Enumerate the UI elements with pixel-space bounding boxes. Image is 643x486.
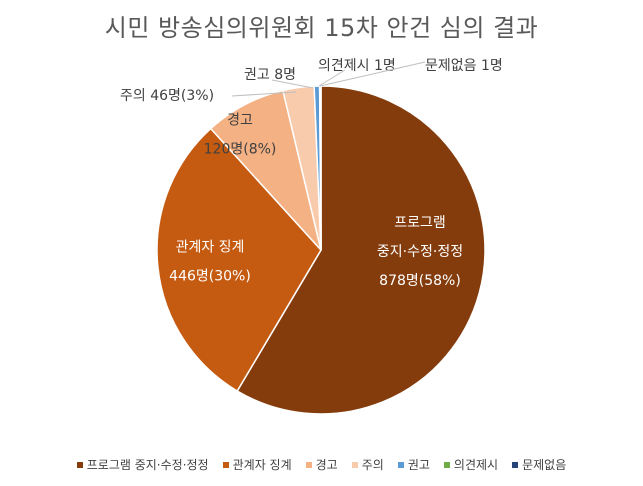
slice-label-7: 문제없음 1명: [425, 58, 503, 74]
leader-line-6: [318, 69, 346, 87]
legend-swatch: [397, 461, 404, 468]
legend-swatch: [222, 461, 229, 468]
slice-label-3-line-1: 경고: [227, 113, 253, 129]
slice-label-2-line-1: 관계자 징계: [176, 240, 245, 256]
leader-line-4: [231, 91, 297, 97]
pie-slice-1: [236, 85, 486, 415]
slice-label-1-line-2: 중지·수정·정정: [377, 244, 463, 260]
slice-label-4: 주의 46명(3%): [120, 88, 214, 104]
legend-item-4: 주의: [351, 456, 384, 473]
slice-label-1-line-1: 프로그램: [394, 215, 446, 231]
legend-label: 문제없음: [522, 458, 567, 472]
legend-item-2: 관계자 징계: [222, 456, 292, 473]
chart-legend: 프로그램 중지·수정·정정 관계자 징계 경고 주의 권고 의견제시 문제없음: [0, 456, 643, 473]
legend-swatch: [512, 461, 519, 468]
leader-line-7: [319, 61, 426, 87]
legend-swatch: [76, 461, 83, 468]
legend-item-5: 권고: [397, 456, 430, 473]
legend-label: 경고: [315, 458, 338, 472]
legend-item-1: 프로그램 중지·수정·정정: [76, 456, 209, 473]
legend-label: 주의: [361, 458, 384, 472]
legend-swatch: [443, 461, 450, 468]
chart-title: 시민 방송심의위원회 15차 안건 심의 결과: [104, 14, 539, 42]
slice-label-2-line-2: 446명(30%): [169, 269, 251, 285]
slice-label-5: 권고 8명: [244, 67, 296, 83]
legend-swatch: [351, 461, 358, 468]
legend-item-7: 문제없음: [512, 456, 566, 473]
legend-label: 프로그램 중지·수정·정정: [86, 458, 209, 472]
pie-slice-7: [319, 85, 322, 251]
pie-slice-2: [156, 127, 322, 393]
legend-label: 관계자 징계: [232, 458, 292, 472]
slice-label-1-line-3: 878명(58%): [379, 273, 461, 289]
slice-label-6: 의견제시 1명: [318, 58, 396, 74]
leader-line-5: [271, 79, 314, 89]
legend-item-3: 경고: [305, 456, 338, 473]
legend-swatch: [305, 461, 312, 468]
slice-label-3-line-2: 120명(8%): [204, 142, 277, 158]
legend-label: 의견제시: [453, 458, 499, 472]
legend-label: 권고: [407, 458, 430, 472]
legend-item-6: 의견제시: [443, 456, 499, 473]
